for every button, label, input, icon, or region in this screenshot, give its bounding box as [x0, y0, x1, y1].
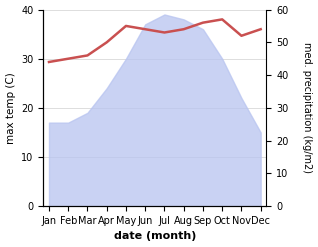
Y-axis label: max temp (C): max temp (C) — [5, 72, 16, 144]
Y-axis label: med. precipitation (kg/m2): med. precipitation (kg/m2) — [302, 42, 313, 173]
X-axis label: date (month): date (month) — [114, 231, 196, 242]
